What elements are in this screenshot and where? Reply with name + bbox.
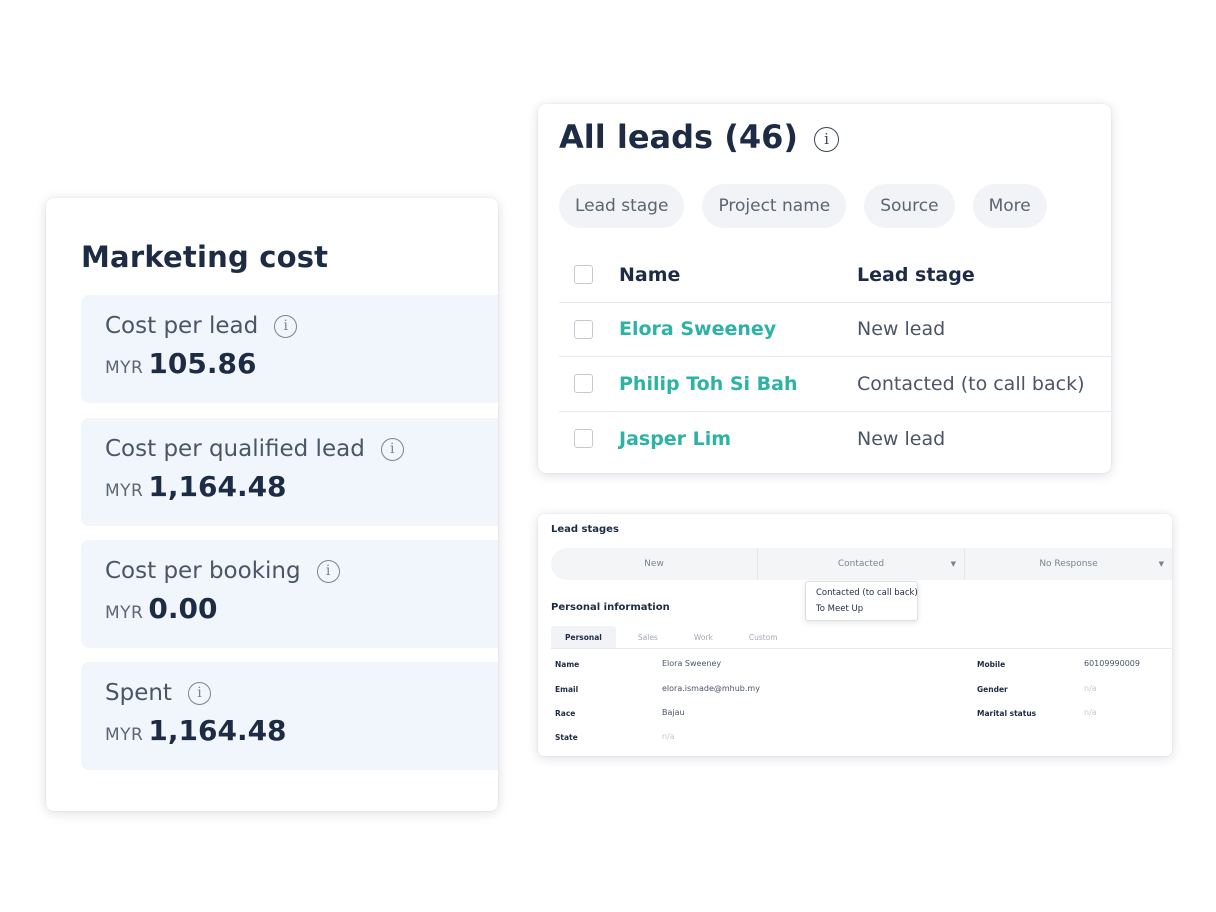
field-label-mobile: Mobile	[977, 660, 1006, 669]
field-value-marital-status: n/a	[1084, 708, 1097, 717]
field-value-mobile: 60109990009	[1084, 659, 1140, 668]
marketing-cost-card: Marketing cost Cost per lead i MYR 105.86 …	[46, 198, 498, 811]
filter-project-name[interactable]: Project name	[702, 184, 847, 228]
metric-label: Cost per qualified lead	[105, 436, 365, 462]
leads-table: Name Lead stage Elora Sweeney New lead P…	[559, 248, 1111, 466]
stage-contacted[interactable]: Contacted ▼	[758, 548, 965, 580]
row-checkbox[interactable]	[574, 319, 593, 339]
metric-value: 105.86	[148, 347, 257, 380]
field-value-state: n/a	[662, 732, 675, 741]
tab-personal[interactable]: Personal	[551, 626, 616, 648]
all-leads-card: All leads (46) i Lead stage Project name…	[538, 104, 1111, 473]
metric-label: Spent	[105, 680, 172, 706]
table-header-row: Name Lead stage	[559, 248, 1111, 303]
field-label-name: Name	[555, 660, 580, 669]
marketing-cost-title: Marketing cost	[81, 240, 329, 274]
stage-label: No Response	[1039, 559, 1098, 569]
metric-value: 1,164.48	[148, 714, 287, 747]
currency-label: MYR	[105, 725, 144, 745]
info-icon[interactable]: i	[274, 314, 298, 338]
lead-stage-bar: New Contacted ▼ No Response ▼	[551, 548, 1172, 580]
stage-label: New	[644, 559, 664, 569]
table-row: Jasper Lim New lead	[559, 412, 1111, 467]
lead-name-link[interactable]: Elora Sweeney	[619, 318, 777, 341]
caret-down-icon: ▼	[950, 560, 956, 568]
info-icon[interactable]: i	[380, 437, 404, 461]
select-all-checkbox[interactable]	[574, 265, 593, 285]
stage-no-response[interactable]: No Response ▼	[965, 548, 1172, 580]
field-label-email: Email	[555, 685, 579, 694]
field-value-name: Elora Sweeney	[662, 659, 722, 668]
lead-stage-cell: Contacted (to call back)	[857, 372, 1085, 395]
lead-stage-cell: New lead	[857, 318, 946, 341]
tab-sales[interactable]: Sales	[637, 632, 658, 642]
metric-cost-per-booking: Cost per booking i MYR 0.00	[81, 540, 498, 648]
info-icon[interactable]: i	[187, 681, 211, 705]
info-icon[interactable]: i	[316, 559, 340, 583]
filter-chips: Lead stage Project name Source More	[559, 184, 1047, 228]
page-title: All leads (46)	[559, 118, 798, 156]
field-label-state: State	[555, 733, 578, 742]
lead-stages-title: Lead stages	[551, 524, 619, 535]
filter-lead-stage[interactable]: Lead stage	[559, 184, 685, 228]
stage-label: Contacted	[837, 559, 885, 569]
metric-cost-per-lead: Cost per lead i MYR 105.86	[81, 295, 498, 403]
tab-work[interactable]: Work	[693, 632, 713, 642]
caret-down-icon: ▼	[1158, 560, 1164, 568]
field-value-email: elora.ismade@mhub.my	[662, 684, 760, 693]
filter-more[interactable]: More	[972, 184, 1047, 228]
field-value-race: Bajau	[662, 708, 685, 717]
table-row: Elora Sweeney New lead	[559, 303, 1111, 357]
lead-stage-cell: New lead	[857, 427, 946, 450]
stage-new[interactable]: New	[551, 548, 758, 580]
currency-label: MYR	[105, 481, 144, 501]
metric-cost-per-qualified-lead: Cost per qualified lead i MYR 1,164.48	[81, 418, 498, 526]
column-header-name[interactable]: Name	[619, 263, 681, 286]
info-icon[interactable]: i	[813, 126, 839, 152]
row-checkbox[interactable]	[574, 429, 593, 449]
currency-label: MYR	[105, 603, 144, 623]
field-value-gender: n/a	[1084, 684, 1097, 693]
metric-value: 0.00	[148, 592, 218, 625]
detail-tabs: Personal Sales Work Custom	[551, 626, 1172, 649]
field-label-race: Race	[555, 709, 576, 718]
column-header-lead-stage[interactable]: Lead stage	[857, 263, 975, 286]
metric-label: Cost per booking	[105, 558, 301, 584]
lead-detail-card: Lead stages New Contacted ▼ No Response ▼ …	[538, 514, 1172, 756]
tab-custom[interactable]: Custom	[748, 632, 778, 642]
metric-value: 1,164.48	[148, 470, 287, 503]
field-label-gender: Gender	[977, 685, 1008, 694]
dropdown-option-contacted-to-call-back[interactable]: Contacted (to call back)	[816, 588, 918, 598]
lead-name-link[interactable]: Philip Toh Si Bah	[619, 372, 798, 395]
currency-label: MYR	[105, 358, 144, 378]
lead-name-link[interactable]: Jasper Lim	[619, 427, 732, 450]
metric-spent: Spent i MYR 1,164.48	[81, 662, 498, 770]
field-label-marital-status: Marital status	[977, 709, 1037, 718]
row-checkbox[interactable]	[574, 374, 593, 394]
filter-source[interactable]: Source	[864, 184, 955, 228]
metric-label: Cost per lead	[105, 313, 259, 339]
dropdown-option-to-meet-up[interactable]: To Meet Up	[816, 604, 864, 614]
stage-dropdown-menu: Contacted (to call back) To Meet Up	[805, 581, 918, 621]
personal-information-title: Personal information	[551, 602, 670, 613]
table-row: Philip Toh Si Bah Contacted (to call bac…	[559, 357, 1111, 412]
all-leads-header: All leads (46) i	[559, 118, 839, 156]
